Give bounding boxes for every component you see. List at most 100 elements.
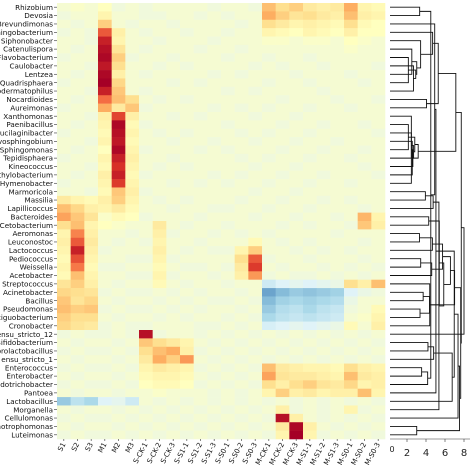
heatmap-cell	[221, 262, 235, 272]
heatmap-cell	[98, 246, 112, 255]
heatmap-cell	[84, 330, 99, 339]
heatmap-cell	[221, 179, 235, 188]
heatmap-cell	[221, 145, 235, 155]
heatmap-cell	[70, 86, 85, 96]
row-label: ohingobacterium	[0, 28, 53, 37]
heatmap-cell	[330, 11, 345, 21]
heatmap-cell	[262, 95, 276, 104]
heatmap-cell	[262, 221, 276, 230]
heatmap-cell	[84, 103, 99, 113]
heatmap-cell	[330, 95, 345, 104]
heatmap-cell	[275, 70, 290, 79]
heatmap-cell	[275, 237, 290, 247]
heatmap-cell	[193, 422, 208, 431]
heatmap-cell	[111, 363, 126, 373]
heatmap-cell	[357, 338, 372, 348]
heatmap-cell	[180, 61, 194, 71]
heatmap-cell	[371, 330, 386, 339]
heatmap-cell	[111, 86, 126, 96]
heatmap-cell	[180, 204, 194, 213]
heatmap-cell	[70, 170, 85, 180]
heatmap-cell	[139, 288, 153, 297]
heatmap-cell	[207, 405, 222, 415]
heatmap-cell	[193, 61, 208, 71]
heatmap-cell	[166, 153, 181, 163]
heatmap-cell	[275, 288, 290, 297]
heatmap-cell	[207, 313, 222, 322]
heatmap-cell	[207, 229, 222, 239]
heatmap-cell	[139, 187, 153, 197]
row-label: Enterobacter	[6, 372, 53, 381]
heatmap-cell	[234, 262, 249, 272]
heatmap-cell	[166, 95, 181, 104]
heatmap-cell	[330, 170, 345, 180]
heatmap-cell	[139, 221, 153, 230]
heatmap-cell	[275, 271, 290, 280]
heatmap-cell	[330, 262, 345, 272]
dendrogram-link	[416, 365, 460, 432]
heatmap-cell	[70, 346, 85, 356]
heatmap-cell	[303, 137, 317, 146]
heatmap-cell	[193, 212, 208, 222]
heatmap-cell	[275, 422, 290, 431]
heatmap-cell	[371, 3, 386, 12]
heatmap-cell	[262, 162, 276, 171]
heatmap-cell	[125, 313, 140, 322]
heatmap-cell	[248, 405, 263, 415]
heatmap-cell	[193, 313, 208, 322]
heatmap-cell	[180, 271, 194, 280]
heatmap-cell	[139, 28, 153, 37]
heatmap-cell	[248, 187, 263, 197]
heatmap-cell	[98, 86, 112, 96]
heatmap-cell	[139, 330, 153, 339]
heatmap-cell	[152, 330, 167, 339]
heatmap-cell	[344, 313, 358, 322]
heatmap-cell	[221, 388, 235, 398]
heatmap-cell	[248, 254, 263, 264]
heatmap-cell	[70, 112, 85, 121]
heatmap-cell	[357, 371, 372, 381]
heatmap-cell	[344, 162, 358, 171]
heatmap-cell	[111, 120, 126, 130]
heatmap-cell	[344, 36, 358, 46]
heatmap-cell	[57, 371, 71, 381]
heatmap-cell	[111, 195, 126, 205]
heatmap-cell	[303, 19, 317, 29]
heatmap-cell	[57, 195, 71, 205]
heatmap-cell	[221, 229, 235, 239]
heatmap-cell	[371, 380, 386, 389]
heatmap-cell	[344, 262, 358, 272]
heatmap-cell	[303, 153, 317, 163]
heatmap-cell	[248, 162, 263, 171]
heatmap-cell	[262, 137, 276, 146]
heatmap-cell	[207, 11, 222, 21]
heatmap-cell	[303, 3, 317, 12]
heatmap-cell	[289, 162, 304, 171]
heatmap-cell	[221, 70, 235, 79]
heatmap-cell	[344, 204, 358, 213]
heatmap-cell	[193, 86, 208, 96]
heatmap-cell	[248, 313, 263, 322]
heatmap-cell	[57, 221, 71, 230]
heatmap-cell	[303, 103, 317, 113]
heatmap-cell	[84, 413, 99, 423]
dendrogram-link	[390, 195, 434, 209]
heatmap-cell	[98, 413, 112, 423]
heatmap-cell	[262, 422, 276, 431]
heatmap-cell	[357, 112, 372, 121]
heatmap-cell	[193, 380, 208, 389]
heatmap-cell	[57, 112, 71, 121]
heatmap-cell	[330, 279, 345, 289]
heatmap-cell	[303, 162, 317, 171]
heatmap-cell	[248, 128, 263, 138]
heatmap-cell	[180, 254, 194, 264]
heatmap-cell	[84, 187, 99, 197]
heatmap-cell	[152, 36, 167, 46]
heatmap-cell	[139, 321, 153, 331]
heatmap-cell	[98, 313, 112, 322]
heatmap-cell	[152, 279, 167, 289]
heatmap-cell	[84, 28, 99, 37]
heatmap-cell	[357, 153, 372, 163]
heatmap-cell	[221, 321, 235, 331]
heatmap-cell	[98, 78, 112, 88]
